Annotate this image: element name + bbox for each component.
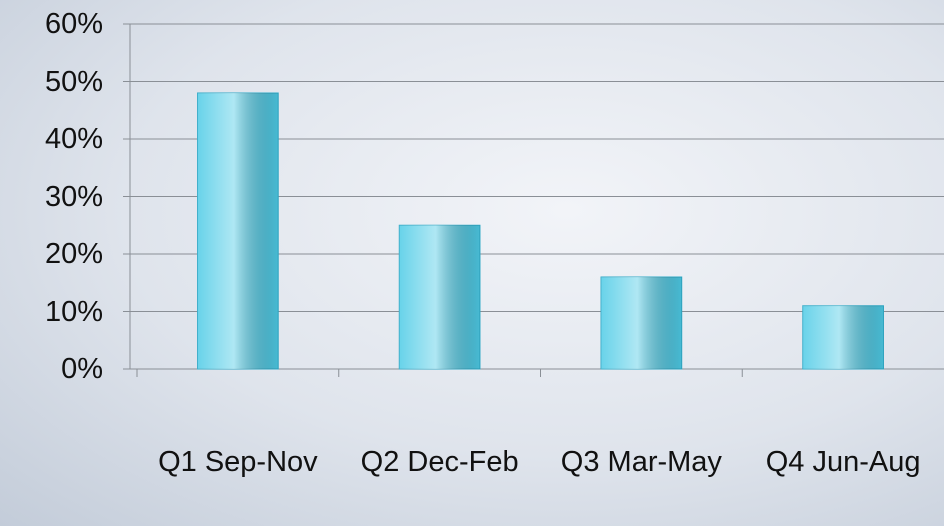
y-tick-label: 30%	[44, 180, 103, 213]
bar-shine	[399, 225, 480, 369]
x-tick-label: Q1 Sep-Nov	[158, 446, 318, 478]
y-tick-label: 50%	[44, 65, 103, 98]
x-tick-label: Q2 Dec-Feb	[360, 446, 519, 478]
bar-shine	[197, 93, 279, 369]
y-tick-label: 20%	[44, 238, 103, 270]
y-tick-label: 0%	[61, 353, 103, 385]
bar-shine	[802, 305, 884, 369]
bar-shine	[601, 277, 682, 369]
y-tick-label: 60%	[44, 8, 103, 40]
y-tick-label: 10%	[44, 295, 103, 328]
x-tick-label: Q3 Mar-May	[560, 446, 722, 478]
y-tick-label: 40%	[44, 123, 103, 155]
x-tick-label: Q4 Jun-Aug	[765, 446, 921, 478]
